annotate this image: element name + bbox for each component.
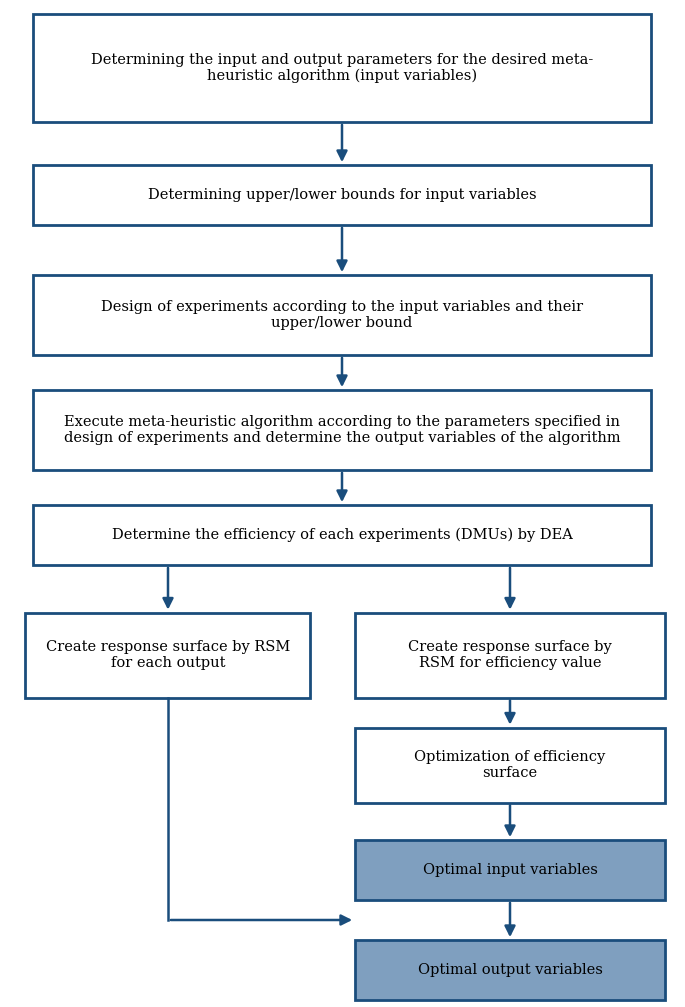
Text: Optimal input variables: Optimal input variables xyxy=(423,863,597,877)
Text: Optimization of efficiency
surface: Optimization of efficiency surface xyxy=(414,750,606,780)
Text: Determining the input and output parameters for the desired meta-
heuristic algo: Determining the input and output paramet… xyxy=(91,52,593,84)
Bar xyxy=(33,390,651,470)
Bar xyxy=(355,727,665,803)
Bar xyxy=(33,165,651,225)
Text: Execute meta-heuristic algorithm according to the parameters specified in
design: Execute meta-heuristic algorithm accordi… xyxy=(64,415,621,445)
Text: Design of experiments according to the input variables and their
upper/lower bou: Design of experiments according to the i… xyxy=(101,300,583,330)
Bar xyxy=(33,505,651,565)
Text: Optimal output variables: Optimal output variables xyxy=(418,963,602,977)
Bar xyxy=(33,275,651,355)
Bar xyxy=(355,840,665,900)
Bar xyxy=(33,14,651,122)
Text: Create response surface by
RSM for efficiency value: Create response surface by RSM for effic… xyxy=(408,639,612,670)
Bar xyxy=(355,940,665,1000)
Text: Create response surface by RSM
for each output: Create response surface by RSM for each … xyxy=(46,639,290,670)
Text: Determining upper/lower bounds for input variables: Determining upper/lower bounds for input… xyxy=(148,188,536,202)
Bar xyxy=(355,612,665,698)
Text: Determine the efficiency of each experiments (DMUs) by DEA: Determine the efficiency of each experim… xyxy=(112,528,573,542)
Bar xyxy=(25,612,310,698)
